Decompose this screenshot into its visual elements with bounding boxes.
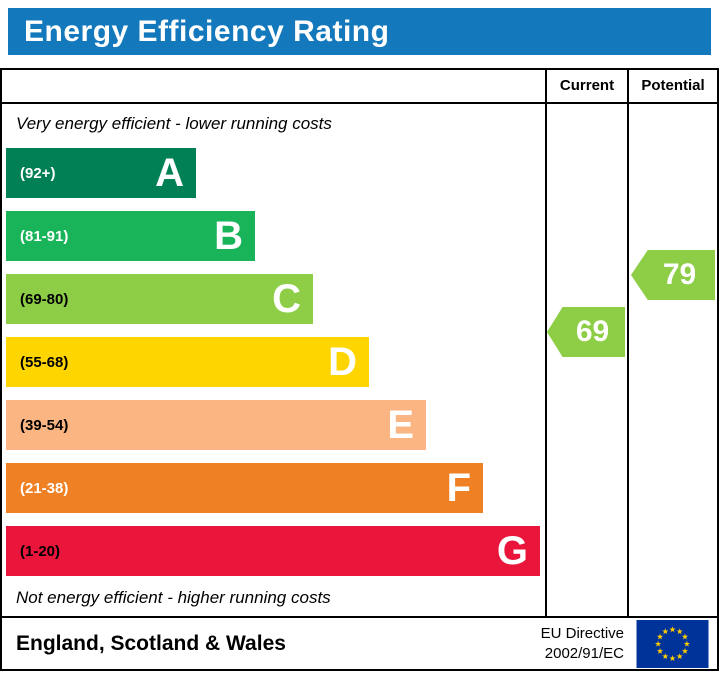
band-letter: A	[155, 151, 184, 195]
rating-table: Current Potential Very energy efficient …	[0, 68, 719, 671]
current-rating-value: 69	[575, 315, 610, 348]
band-range-label: (81-91)	[20, 227, 69, 245]
title-bar: Energy Efficiency Rating	[8, 8, 711, 55]
top-note: Very energy efficient - lower running co…	[16, 114, 332, 133]
footer-right: EU Directive 2002/91/EC	[541, 619, 709, 668]
footer-row: England, Scotland & Wales EU Directive 2…	[2, 618, 717, 669]
band-range-label: (69-80)	[20, 290, 69, 308]
eu-directive-text: EU Directive 2002/91/EC	[541, 624, 624, 664]
band-row-e: (39-54) E	[6, 400, 426, 450]
band-range-label: (39-54)	[20, 416, 69, 434]
rating-scale-area: Very energy efficient - lower running co…	[2, 104, 545, 616]
current-rating-arrow: 69	[547, 307, 625, 357]
eu-directive-line1: EU Directive	[540, 624, 624, 642]
column-header-potential: Potential	[641, 77, 705, 94]
band-row-b: (81-91) B	[6, 211, 255, 261]
eu-flag-icon	[636, 619, 709, 668]
header-divider	[2, 102, 717, 104]
band-row-d: (55-68) D	[6, 337, 369, 387]
footer-divider	[2, 616, 717, 618]
band-row-a: (92+) A	[6, 148, 196, 198]
region-label: England, Scotland & Wales	[16, 631, 286, 655]
band-letter: E	[387, 403, 414, 447]
band-letter: B	[214, 214, 243, 258]
potential-column-divider	[627, 70, 629, 618]
band-range-label: (21-38)	[20, 479, 69, 497]
band-letter: C	[272, 277, 301, 321]
current-column-divider	[545, 70, 547, 618]
band-row-g: (1-20) G	[6, 526, 540, 576]
column-header-current: Current	[559, 77, 615, 94]
band-letter: F	[446, 466, 471, 510]
bottom-note: Not energy efficient - higher running co…	[16, 588, 331, 607]
band-letter: G	[496, 529, 528, 573]
potential-rating-arrow: 79	[631, 250, 715, 300]
band-range-label: (92+)	[20, 164, 56, 182]
eu-directive-line2: 2002/91/EC	[544, 644, 624, 662]
potential-rating-value: 79	[662, 258, 697, 291]
band-range-label: (1-20)	[20, 542, 61, 560]
band-row-f: (21-38) F	[6, 463, 483, 513]
band-letter: D	[328, 340, 357, 384]
band-range-label: (55-68)	[20, 353, 69, 371]
page-title: Energy Efficiency Rating	[24, 14, 390, 48]
rating-bands: (92+) A (81-91) B (69-80) C (55-68) D (3…	[6, 148, 540, 576]
band-row-c: (69-80) C	[6, 274, 313, 324]
